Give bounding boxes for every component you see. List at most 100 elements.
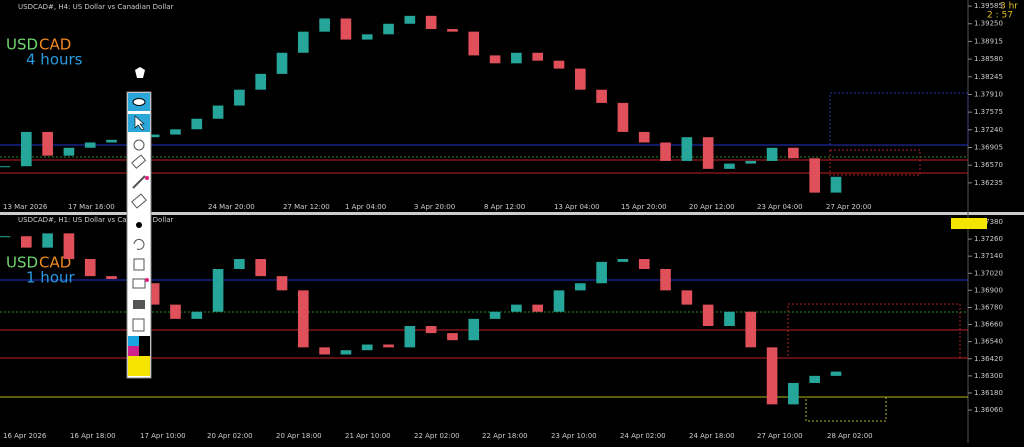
candle (191, 118, 203, 130)
candle (361, 34, 373, 40)
y-tick-label: 1.37380 (974, 218, 1003, 226)
pencil-tool[interactable] (132, 175, 146, 189)
y-tick-label: 1.36300 (974, 372, 1003, 380)
candle (788, 382, 799, 405)
x-tick-label: 22 Apr 02:00 (414, 432, 460, 440)
x-tick-label: 17 Mar 16:00 (68, 203, 115, 211)
candle (297, 31, 309, 53)
candle (553, 290, 565, 312)
color-swatch[interactable] (128, 356, 150, 376)
y-tick-label: 1.39585 (974, 2, 1003, 10)
candle (681, 290, 693, 305)
candle (340, 18, 352, 40)
candle (447, 333, 458, 341)
candle (319, 347, 330, 355)
candle (42, 233, 53, 248)
candle (489, 55, 501, 64)
candle (148, 283, 160, 305)
y-tick-label: 1.36235 (974, 179, 1003, 187)
list-tool[interactable] (132, 318, 145, 332)
x-tick-label: 22 Apr 18:00 (482, 432, 528, 440)
candle (106, 276, 117, 279)
x-tick-label: 27 Mar 12:00 (283, 203, 330, 211)
candle (106, 139, 117, 143)
symbol-quote: CAD (39, 36, 71, 54)
x-tick-label: 16 Apr 2026 (3, 432, 47, 440)
candle (20, 131, 32, 167)
candle (212, 269, 224, 312)
candle (745, 160, 757, 164)
y-tick-label: 1.37020 (974, 269, 1003, 277)
timeframe: 1 hour (26, 269, 76, 287)
screenshot-tool[interactable] (133, 300, 145, 309)
candle (0, 166, 11, 168)
zone-box (787, 303, 961, 359)
x-tick-label: 23 Apr 04:00 (757, 203, 803, 211)
x-tick-label: 24 Mar 20:00 (208, 203, 255, 211)
color-swatch[interactable] (139, 336, 150, 346)
x-tick-label: 15 Apr 20:00 (621, 203, 667, 211)
candle (681, 137, 693, 161)
candle (596, 89, 607, 103)
candle (404, 15, 416, 24)
ruler-tool[interactable] (131, 193, 147, 209)
candle (319, 18, 330, 32)
candle (361, 344, 373, 351)
hide-tool[interactable] (133, 139, 145, 151)
x-tick-label: 24 Apr 02:00 (620, 432, 666, 440)
y-tick-label: 1.36570 (974, 161, 1003, 169)
candle (170, 129, 181, 135)
drawing-toolbar (126, 67, 152, 379)
y-tick-label: 1.39250 (974, 20, 1003, 28)
candle (574, 283, 586, 291)
timer: 2 : 57 (987, 11, 1013, 21)
pane-separator[interactable] (0, 212, 1024, 215)
y-tick-label: 1.36660 (974, 321, 1003, 329)
undo-tool[interactable] (133, 238, 145, 250)
color-swatch[interactable] (128, 346, 139, 356)
x-tick-label: 24 Apr 18:00 (689, 432, 735, 440)
candle (745, 311, 757, 348)
candle (724, 163, 735, 169)
candle (425, 325, 437, 334)
candle (766, 147, 778, 161)
candle (276, 276, 288, 291)
y-tick-label: 1.37240 (974, 126, 1003, 134)
dot-tool[interactable] (136, 222, 142, 228)
candle (638, 259, 650, 269)
symbol-base: USD (6, 254, 38, 272)
candle (191, 311, 203, 319)
candle (702, 304, 714, 326)
candle (0, 236, 11, 238)
template-tool[interactable] (132, 278, 146, 289)
x-tick-label: 17 Apr 10:00 (140, 432, 186, 440)
x-tick-label: 1 Apr 04:00 (345, 203, 386, 211)
y-tick-label: 1.36180 (974, 389, 1003, 397)
candle (276, 52, 288, 74)
candle (830, 371, 842, 376)
zone-box (829, 149, 921, 176)
y-tick-label: 1.38245 (974, 73, 1003, 81)
y-tick-label: 1.36420 (974, 355, 1003, 363)
color-swatch[interactable] (139, 346, 150, 356)
y-tick-label: 1.37575 (974, 108, 1003, 116)
trash-tool[interactable] (133, 258, 145, 271)
y-tick-label: 1.37260 (974, 235, 1003, 243)
x-tick-label: 16 Apr 18:00 (70, 432, 116, 440)
y-tick-label: 1.37910 (974, 90, 1003, 98)
color-swatch[interactable] (128, 336, 139, 346)
pane-header: USDCAD#, H4: US Dollar vs Canadian Dolla… (18, 3, 173, 11)
candle (234, 89, 245, 106)
candle (596, 261, 607, 284)
y-tick-label: 1.37140 (974, 252, 1003, 260)
candle (212, 105, 224, 119)
candle (617, 102, 629, 132)
eraser-tool[interactable] (131, 154, 147, 169)
candle (702, 137, 714, 169)
x-tick-label: 20 Apr 02:00 (207, 432, 253, 440)
y-tick-label: 1.38580 (974, 55, 1003, 63)
candle (425, 15, 437, 30)
pen-icon[interactable] (135, 67, 145, 78)
